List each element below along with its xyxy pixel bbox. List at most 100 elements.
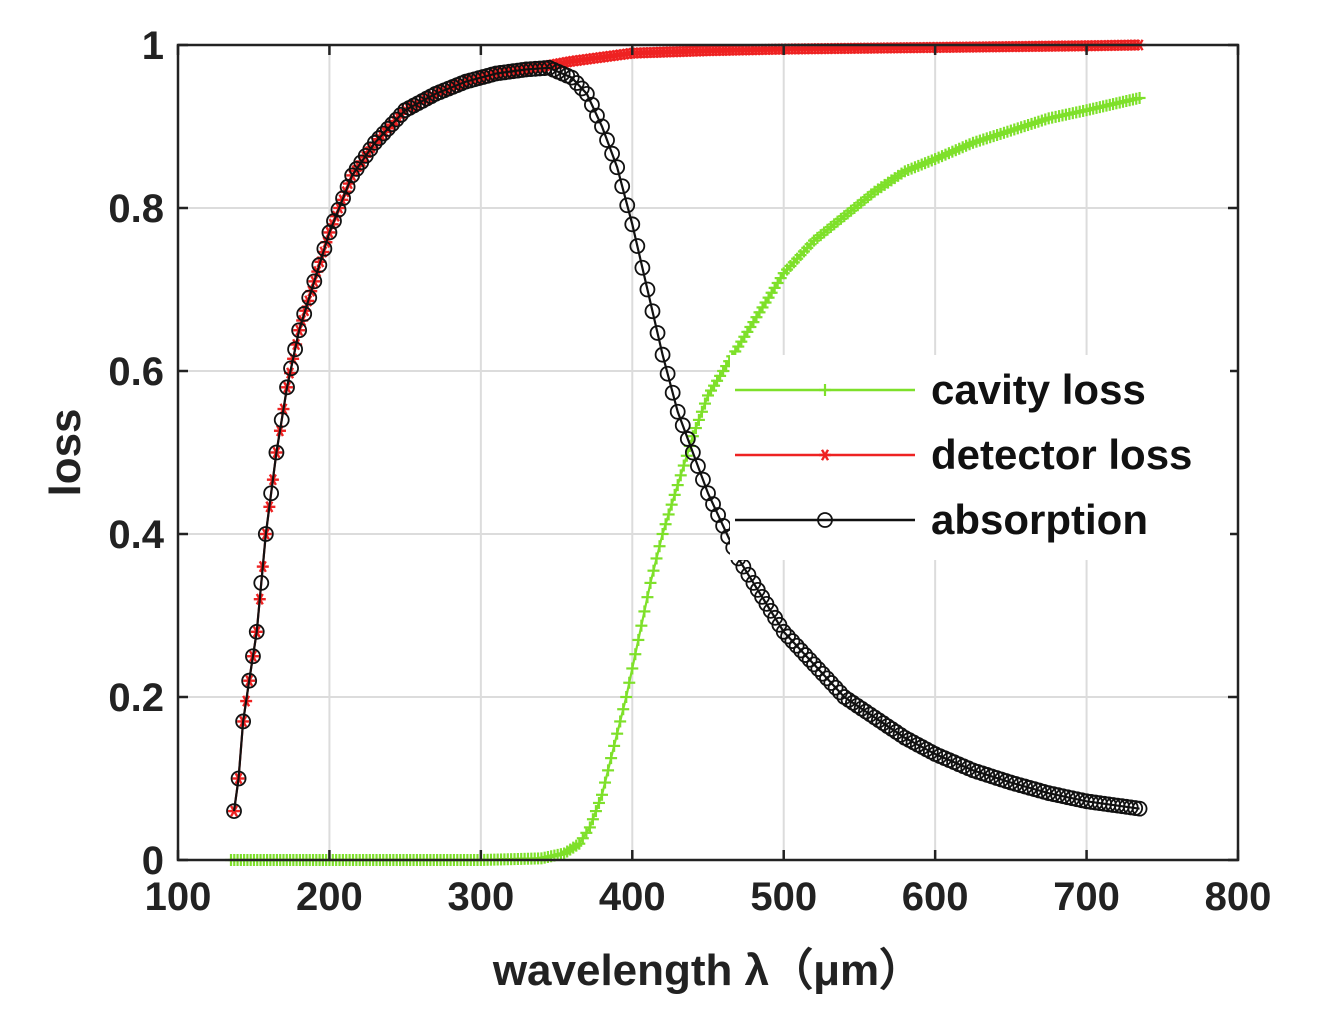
data-point-absorption bbox=[862, 706, 879, 723]
data-point-absorption bbox=[654, 346, 671, 363]
tick-labels: 100 200 300 400 500 600 700 800 0 0.2 0.4 0.6 0.8 1 bbox=[108, 24, 1271, 919]
data-point-absorption bbox=[279, 379, 295, 396]
data-point-absorption bbox=[866, 709, 883, 726]
data-point-absorption bbox=[644, 303, 661, 320]
data-point-absorption bbox=[241, 672, 258, 689]
axis-ticks bbox=[176, 43, 1240, 862]
data-point-absorption bbox=[248, 623, 265, 640]
data-point-absorption bbox=[257, 526, 274, 542]
data-point-absorption bbox=[629, 238, 646, 254]
data-point-absorption bbox=[253, 575, 270, 591]
data-point-absorption bbox=[793, 642, 809, 659]
x-tick-label: 100 bbox=[145, 875, 212, 919]
y-tick-label: 0 bbox=[142, 839, 164, 883]
data-point-absorption bbox=[568, 75, 585, 91]
data-point-absorption bbox=[810, 661, 827, 677]
data-point-absorption bbox=[853, 700, 870, 717]
data-point-absorption bbox=[740, 566, 757, 583]
legend-marker-glyph bbox=[817, 512, 833, 528]
data-point-absorption bbox=[684, 444, 701, 461]
y-axis-title: loss bbox=[41, 408, 90, 496]
data-point-absorption bbox=[780, 628, 796, 645]
data-point-absorption bbox=[875, 715, 892, 732]
data-point-absorption bbox=[775, 623, 792, 640]
data-point-absorption bbox=[849, 697, 866, 714]
data-point-absorption bbox=[888, 724, 905, 740]
data-point-absorption bbox=[634, 259, 651, 276]
data-point-absorption bbox=[375, 125, 392, 142]
data-point-absorption bbox=[827, 679, 844, 696]
data-point-absorption bbox=[883, 721, 900, 737]
data-point-absorption bbox=[226, 803, 242, 819]
data-point-absorption bbox=[245, 648, 261, 665]
data-point-absorption bbox=[371, 130, 388, 147]
y-tick-label: 0.8 bbox=[108, 187, 164, 231]
legend-marker-detector-loss bbox=[819, 449, 831, 461]
data-point-absorption bbox=[563, 69, 580, 86]
data-point-absorption bbox=[599, 132, 615, 148]
x-axis-title: wavelength λ（μm） bbox=[492, 946, 923, 995]
data-point-absorption bbox=[695, 471, 711, 488]
data-point-absorption bbox=[306, 273, 323, 290]
x-tick-label: 700 bbox=[1053, 875, 1120, 919]
data-point-absorption bbox=[384, 116, 401, 133]
data-point-absorption bbox=[604, 145, 620, 162]
data-point-absorption bbox=[263, 485, 280, 502]
data-point-absorption bbox=[801, 651, 818, 668]
data-point-absorption bbox=[814, 665, 831, 682]
y-tick-label: 0.6 bbox=[108, 350, 164, 394]
y-tick-label: 1 bbox=[142, 24, 164, 68]
data-point-absorption bbox=[669, 403, 686, 420]
y-tick-label: 0.4 bbox=[108, 513, 164, 557]
data-point-absorption bbox=[614, 178, 631, 195]
data-point-absorption bbox=[287, 341, 304, 358]
x-tick-label: 600 bbox=[902, 875, 969, 919]
data-point-absorption bbox=[230, 770, 247, 787]
data-point-absorption bbox=[870, 712, 887, 729]
data-point-absorption bbox=[291, 322, 308, 339]
legend-entry-detector-loss: detector loss bbox=[735, 431, 1192, 478]
x-tick-label: 400 bbox=[599, 875, 666, 919]
data-point-absorption bbox=[679, 431, 696, 447]
series-layer bbox=[225, 39, 1148, 866]
y-tick-label: 0.2 bbox=[108, 676, 164, 720]
data-point-absorption bbox=[823, 675, 840, 691]
series-line-absorption bbox=[232, 66, 1140, 812]
data-point-absorption bbox=[296, 306, 313, 322]
data-point-absorption bbox=[649, 325, 666, 341]
data-point-absorption bbox=[858, 703, 874, 720]
legend-entry-cavity-loss: cavity loss bbox=[735, 366, 1146, 413]
data-point-absorption bbox=[273, 411, 290, 428]
data-point-absorption bbox=[819, 670, 835, 687]
data-point-absorption bbox=[301, 289, 318, 306]
legend-marker-glyph bbox=[819, 449, 831, 461]
legend-label-cavity-loss: cavity loss bbox=[931, 366, 1146, 413]
data-point-absorption bbox=[797, 647, 814, 663]
data-point-absorption bbox=[268, 444, 285, 461]
x-tick-label: 300 bbox=[447, 875, 514, 919]
data-point-absorption bbox=[594, 118, 610, 135]
data-point-absorption bbox=[892, 726, 909, 743]
data-point-absorption bbox=[659, 365, 676, 382]
legend-marker-absorption bbox=[817, 512, 833, 528]
series-absorption bbox=[226, 59, 1148, 819]
legend-label-absorption: absorption bbox=[931, 496, 1148, 543]
data-point-absorption bbox=[690, 458, 706, 474]
data-point-absorption bbox=[784, 633, 801, 650]
data-point-absorption bbox=[788, 637, 805, 654]
data-point-absorption bbox=[573, 80, 590, 97]
series-markers-absorption bbox=[226, 59, 1148, 819]
data-point-absorption bbox=[379, 120, 396, 137]
data-point-absorption bbox=[609, 159, 626, 176]
data-point-absorption bbox=[235, 713, 252, 730]
legend-entry-absorption: absorption bbox=[735, 496, 1148, 543]
data-point-absorption bbox=[366, 134, 383, 151]
plot-frame bbox=[176, 43, 1240, 862]
data-point-absorption bbox=[840, 692, 857, 708]
data-point-absorption bbox=[1131, 800, 1148, 817]
data-point-absorption bbox=[836, 689, 853, 705]
legend-marker-cavity-loss bbox=[819, 384, 831, 396]
x-tick-label: 500 bbox=[750, 875, 817, 919]
x-tick-label: 200 bbox=[296, 875, 363, 919]
